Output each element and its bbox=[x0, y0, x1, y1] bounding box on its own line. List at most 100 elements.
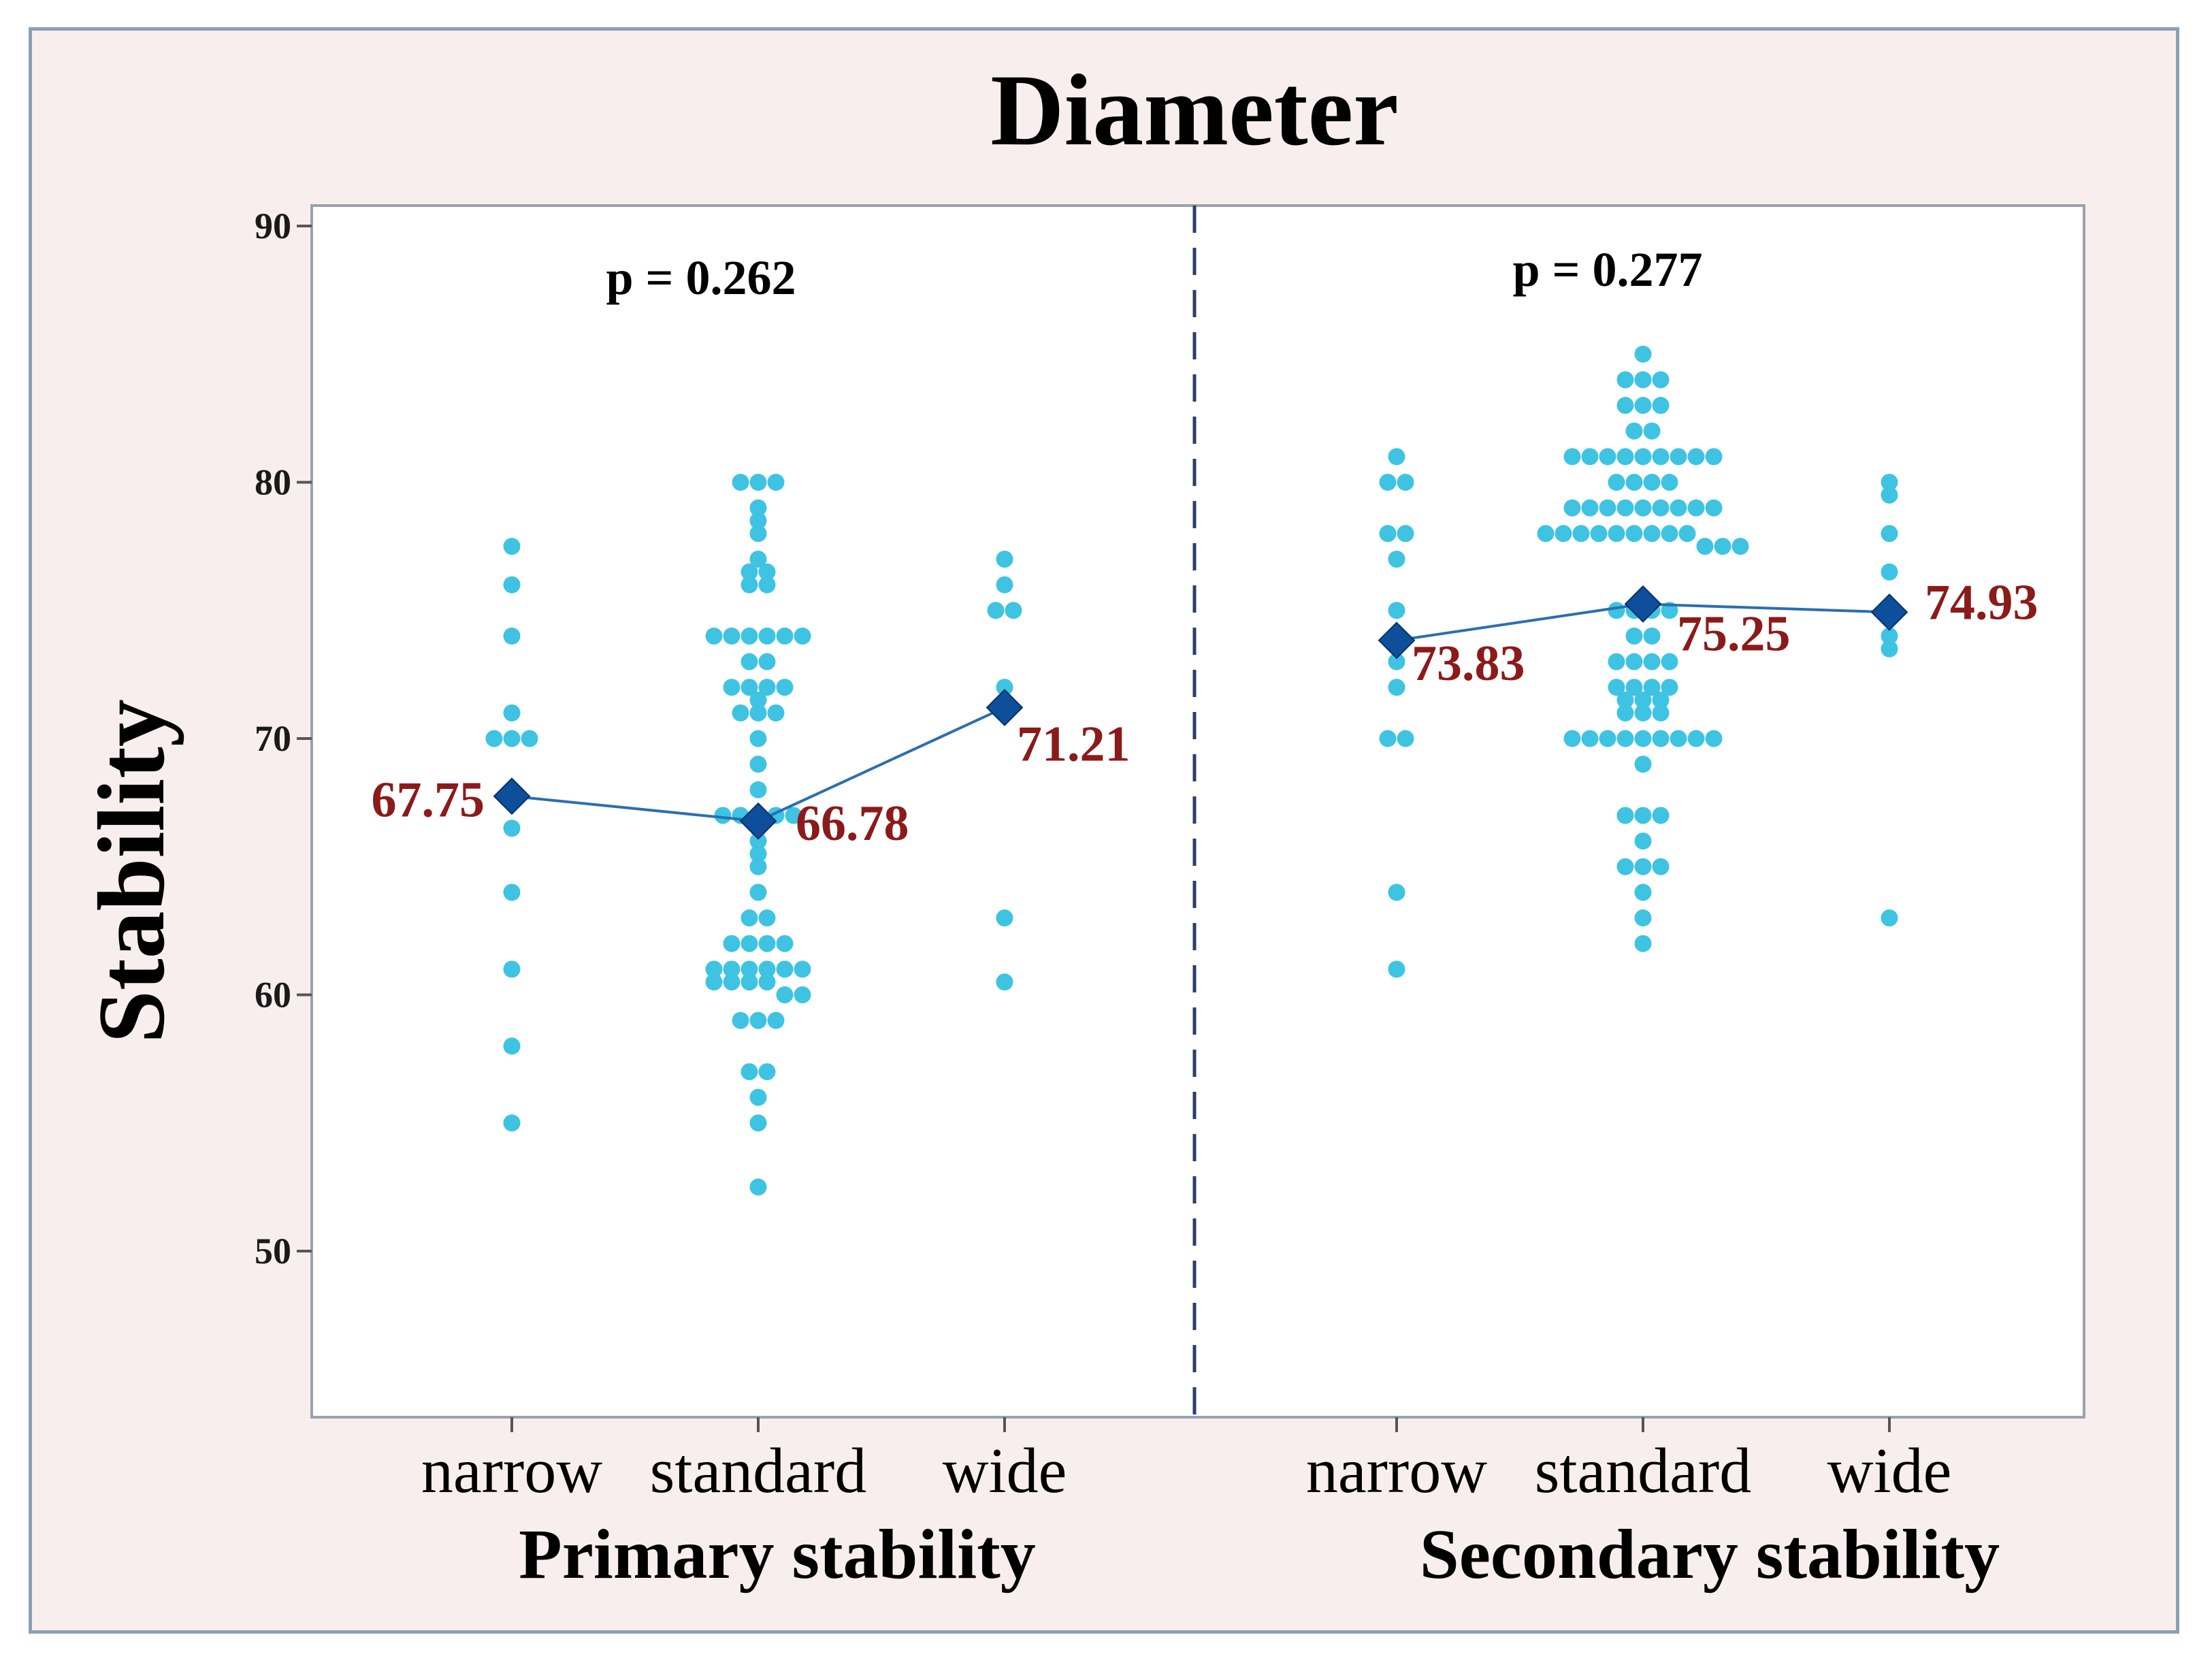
data-point bbox=[1625, 653, 1643, 670]
data-point bbox=[1881, 486, 1898, 504]
x-tick-label: standard bbox=[650, 1436, 866, 1506]
data-point bbox=[741, 563, 758, 581]
data-point bbox=[1379, 730, 1397, 747]
data-point bbox=[794, 986, 811, 1003]
data-point bbox=[503, 576, 521, 594]
data-point bbox=[741, 935, 758, 952]
data-point bbox=[1634, 807, 1652, 824]
data-point bbox=[1397, 474, 1414, 491]
mean-value-label: 73.83 bbox=[1412, 636, 1525, 692]
data-point bbox=[1397, 525, 1414, 543]
data-point bbox=[1652, 371, 1670, 389]
y-axis: 50 60 70 80 90 bbox=[255, 206, 312, 1272]
data-point bbox=[758, 563, 776, 581]
y-tick-label: 90 bbox=[255, 206, 291, 246]
data-point bbox=[794, 627, 811, 645]
data-point bbox=[1634, 371, 1652, 389]
mean-marker bbox=[1378, 621, 1416, 660]
data-point bbox=[758, 1063, 776, 1080]
data-point bbox=[1634, 692, 1652, 709]
data-point bbox=[1714, 538, 1731, 555]
data-point bbox=[1634, 756, 1652, 773]
data-point bbox=[1590, 525, 1608, 543]
data-point bbox=[741, 973, 758, 991]
data-point bbox=[1616, 704, 1634, 722]
mean-value-label: 74.93 bbox=[1925, 574, 2038, 630]
data-point bbox=[749, 692, 767, 709]
data-point bbox=[749, 1088, 767, 1106]
data-point bbox=[1634, 704, 1652, 722]
data-point bbox=[1616, 807, 1634, 824]
data-point bbox=[1634, 935, 1652, 952]
data-point bbox=[1661, 474, 1678, 491]
data-point bbox=[1388, 550, 1405, 568]
mean-series bbox=[493, 585, 1908, 840]
data-point bbox=[1687, 730, 1705, 747]
data-point bbox=[1388, 448, 1405, 466]
data-point bbox=[1625, 627, 1643, 645]
data-point bbox=[749, 1114, 767, 1132]
mean-marker bbox=[986, 689, 1024, 726]
data-point bbox=[1572, 525, 1590, 543]
data-point bbox=[1599, 448, 1616, 466]
data-point bbox=[503, 538, 521, 555]
data-point bbox=[1652, 858, 1670, 875]
y-tick-label: 70 bbox=[255, 718, 291, 759]
mean-value-label: 66.78 bbox=[796, 796, 909, 852]
data-point bbox=[1705, 730, 1723, 747]
data-point bbox=[1581, 730, 1599, 747]
data-point bbox=[1670, 730, 1687, 747]
y-tick-label: 60 bbox=[255, 975, 291, 1016]
data-point bbox=[1388, 653, 1405, 670]
data-point bbox=[758, 576, 776, 594]
data-point bbox=[776, 935, 794, 952]
data-point bbox=[1608, 602, 1625, 619]
data-point bbox=[1005, 602, 1022, 619]
data-point bbox=[1705, 499, 1723, 517]
data-point bbox=[767, 704, 785, 722]
x-tick-label: narrow bbox=[1306, 1436, 1487, 1506]
data-points bbox=[485, 345, 1898, 1196]
data-point bbox=[1625, 525, 1643, 543]
data-point bbox=[1608, 679, 1625, 696]
data-point bbox=[1616, 499, 1634, 517]
data-point bbox=[1581, 448, 1599, 466]
data-point bbox=[1881, 525, 1898, 543]
data-point bbox=[1643, 679, 1661, 696]
data-point bbox=[1678, 525, 1696, 543]
data-point bbox=[794, 960, 811, 978]
data-point bbox=[749, 884, 767, 901]
p-value-label: p = 0.262 bbox=[606, 250, 796, 305]
data-point bbox=[741, 576, 758, 594]
p-value-label: p = 0.277 bbox=[1512, 242, 1702, 297]
data-point bbox=[1652, 807, 1670, 824]
data-point bbox=[758, 935, 776, 952]
data-point bbox=[1634, 730, 1652, 747]
data-point bbox=[503, 884, 521, 901]
data-point bbox=[714, 807, 732, 824]
data-point bbox=[749, 550, 767, 568]
panel-label: Primary stability bbox=[519, 1515, 1036, 1593]
data-point bbox=[1555, 525, 1572, 543]
data-point bbox=[1625, 422, 1643, 440]
data-point bbox=[749, 512, 767, 530]
data-point bbox=[749, 525, 767, 543]
data-point bbox=[1643, 474, 1661, 491]
data-point bbox=[1705, 448, 1723, 466]
data-point bbox=[776, 679, 794, 696]
data-point bbox=[1661, 525, 1678, 543]
data-point bbox=[741, 909, 758, 927]
data-point bbox=[1881, 563, 1898, 581]
data-point bbox=[758, 973, 776, 991]
data-point bbox=[741, 1063, 758, 1080]
data-point bbox=[1388, 884, 1405, 901]
data-point bbox=[1599, 730, 1616, 747]
data-point bbox=[1687, 499, 1705, 517]
data-point bbox=[758, 909, 776, 927]
data-point bbox=[741, 679, 758, 696]
x-tick-label: wide bbox=[1827, 1436, 1952, 1506]
mean-value-label: 67.75 bbox=[372, 773, 485, 828]
data-point bbox=[1670, 499, 1687, 517]
data-point bbox=[1881, 474, 1898, 491]
data-point bbox=[705, 960, 723, 978]
